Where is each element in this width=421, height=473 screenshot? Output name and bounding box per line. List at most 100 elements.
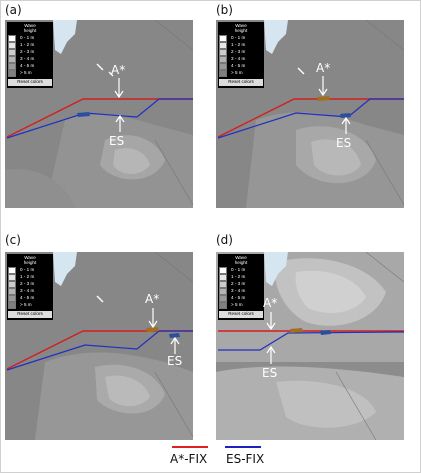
legend-swatch xyxy=(8,302,16,310)
legend-swatch xyxy=(8,70,16,78)
legend-label: > 5 m xyxy=(231,302,243,308)
legend-label: 4 - 5 m xyxy=(231,295,246,301)
map-panel-d: Wave height 0 - 1 m 1 - 2 m 2 - 3 m 3 - 4… xyxy=(216,252,404,440)
legend-title-1: Wave xyxy=(24,255,36,260)
legend-label: 4 - 5 m xyxy=(20,295,35,301)
map-panel-a: Wave height 0 - 1 m 1 - 2 m 2 - 3 m 3 - 4… xyxy=(5,20,193,208)
legend-row: > 5 m xyxy=(219,302,263,310)
legend-title-2: height xyxy=(234,259,248,265)
legend-label: 0 - 1 m xyxy=(20,35,35,41)
es-annotation: ES xyxy=(167,354,183,368)
legend-swatch xyxy=(8,63,16,71)
legend-swatch xyxy=(219,49,227,57)
map-panel-c: Wave height 0 - 1 m 1 - 2 m 2 - 3 m 3 - 4… xyxy=(5,252,193,440)
es-annotation: ES xyxy=(262,366,278,380)
legend-label: 2 - 3 m xyxy=(231,281,246,287)
legend-row: 3 - 4 m xyxy=(8,56,52,64)
legend-title-2: height xyxy=(23,259,37,265)
legend-row: 4 - 5 m xyxy=(219,295,263,303)
legend-label: 3 - 4 m xyxy=(231,56,246,62)
panel-label-b: (b) xyxy=(216,3,233,17)
legend-swatch xyxy=(8,42,16,50)
legend-row: 1 - 2 m xyxy=(219,274,263,282)
legend-swatch xyxy=(8,49,16,57)
legend-swatch xyxy=(8,295,16,303)
legend-row: 2 - 3 m xyxy=(219,49,263,57)
wave-height-legend: Wave height 0 - 1 m 1 - 2 m 2 - 3 m 3 - 4… xyxy=(7,254,53,320)
reset-colors-button[interactable]: Reset colors xyxy=(8,79,52,86)
legend-label: 1 - 2 m xyxy=(231,42,246,48)
legend-row: > 5 m xyxy=(8,302,52,310)
legend-label: 3 - 4 m xyxy=(20,56,35,62)
legend-row: > 5 m xyxy=(8,70,52,78)
map-panel-b: Wave height 0 - 1 m 1 - 2 m 2 - 3 m 3 - 4… xyxy=(216,20,404,208)
legend-label: > 5 m xyxy=(231,70,243,76)
legend-swatch xyxy=(219,267,227,275)
legend-row: 0 - 1 m xyxy=(8,35,52,43)
legend-row: 3 - 4 m xyxy=(8,288,52,296)
legend-label: 2 - 3 m xyxy=(20,49,35,55)
legend-swatch xyxy=(8,281,16,289)
legend-row: 4 - 5 m xyxy=(8,63,52,71)
legend-label: 4 - 5 m xyxy=(231,63,246,69)
legend-label: 3 - 4 m xyxy=(20,288,35,294)
astar-annotation: A* xyxy=(316,61,331,75)
legend-title-1: Wave xyxy=(235,255,247,260)
legend-row: 1 - 2 m xyxy=(8,274,52,282)
legend-title-1: Wave xyxy=(24,23,36,28)
legend-row: > 5 m xyxy=(219,70,263,78)
legend-row: 0 - 1 m xyxy=(8,267,52,275)
legend-row: 1 - 2 m xyxy=(219,42,263,50)
legend-swatch xyxy=(8,288,16,296)
legend-row: 2 - 3 m xyxy=(8,281,52,289)
legend-swatch xyxy=(219,63,227,71)
astar-annotation: A* xyxy=(145,292,160,306)
astar-annotation: A* xyxy=(263,296,278,310)
reset-colors-button[interactable]: Reset colors xyxy=(219,311,263,318)
legend-swatch xyxy=(219,281,227,289)
legend-label: 0 - 1 m xyxy=(231,35,246,41)
legend-row: 3 - 4 m xyxy=(219,288,263,296)
wave-height-legend: Wave height 0 - 1 m 1 - 2 m 2 - 3 m 3 - 4… xyxy=(218,254,264,320)
legend-label: 4 - 5 m xyxy=(20,63,35,69)
es-fix-key-label: ES-FIX xyxy=(226,452,265,466)
wave-height-legend: Wave height 0 - 1 m 1 - 2 m 2 - 3 m 3 - 4… xyxy=(218,22,264,88)
es-fix-key-line xyxy=(225,446,261,448)
legend-label: 0 - 1 m xyxy=(231,267,246,273)
wave-height-legend: Wave height 0 - 1 m 1 - 2 m 2 - 3 m 3 - 4… xyxy=(7,22,53,88)
reset-colors-button[interactable]: Reset colors xyxy=(8,311,52,318)
legend-label: > 5 m xyxy=(20,302,32,308)
legend-swatch xyxy=(219,295,227,303)
legend-label: 2 - 3 m xyxy=(231,49,246,55)
legend-row: 0 - 1 m xyxy=(219,35,263,43)
legend-label: > 5 m xyxy=(20,70,32,76)
legend-swatch xyxy=(219,302,227,310)
legend-swatch xyxy=(8,56,16,64)
legend-swatch xyxy=(219,42,227,50)
astar-fix-key-line xyxy=(172,446,208,448)
legend-swatch xyxy=(219,288,227,296)
legend-label: 1 - 2 m xyxy=(20,42,35,48)
legend-title-2: height xyxy=(234,27,248,33)
es-annotation: ES xyxy=(336,136,352,150)
legend-swatch xyxy=(219,35,227,43)
reset-colors-button[interactable]: Reset colors xyxy=(219,79,263,86)
legend-swatch xyxy=(8,267,16,275)
legend-swatch xyxy=(8,35,16,43)
legend-row: 3 - 4 m xyxy=(219,56,263,64)
es-annotation: ES xyxy=(109,134,125,148)
legend-swatch xyxy=(219,56,227,64)
map-a-graphic xyxy=(5,20,193,208)
legend-title-1: Wave xyxy=(235,23,247,28)
legend-row: 0 - 1 m xyxy=(219,267,263,275)
map-c-graphic xyxy=(5,252,193,440)
astar-annotation: A* xyxy=(111,63,126,77)
legend-swatch xyxy=(219,274,227,282)
legend-label: 1 - 2 m xyxy=(231,274,246,280)
legend-row: 2 - 3 m xyxy=(219,281,263,289)
legend-swatch xyxy=(8,274,16,282)
panel-label-c: (c) xyxy=(5,233,21,247)
legend-label: 0 - 1 m xyxy=(20,267,35,273)
legend-label: 1 - 2 m xyxy=(20,274,35,280)
astar-fix-key-label: A*-FIX xyxy=(170,452,208,466)
